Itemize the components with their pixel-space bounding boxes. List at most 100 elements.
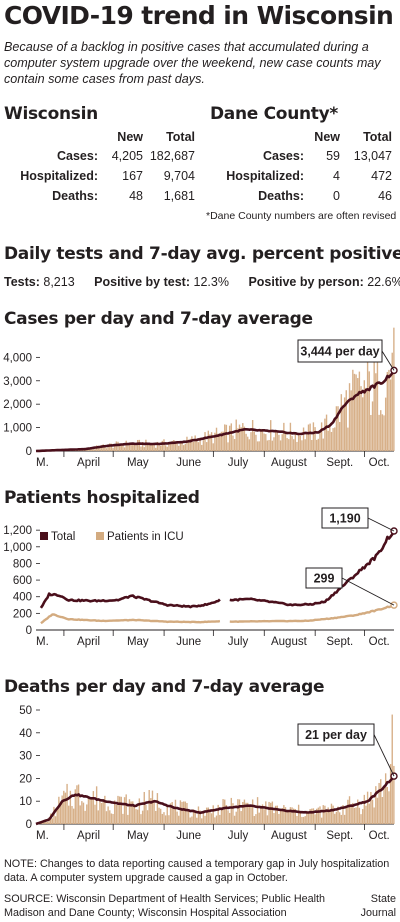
bar	[179, 800, 182, 824]
bar	[164, 445, 167, 451]
row-label: Cases:	[263, 149, 304, 163]
bar	[363, 794, 366, 824]
bar	[161, 813, 164, 824]
bar	[365, 387, 367, 451]
tests-value: 8,213	[43, 275, 75, 289]
bar	[235, 419, 237, 451]
bar	[107, 445, 109, 451]
bar	[373, 354, 375, 451]
bar	[210, 432, 213, 451]
bar	[307, 811, 310, 824]
bar	[391, 714, 393, 824]
bar	[248, 439, 251, 451]
x-tick-label: August	[271, 636, 308, 648]
bar	[317, 438, 320, 451]
bar	[155, 810, 157, 824]
bar	[253, 431, 255, 451]
bar	[320, 817, 323, 824]
bar	[135, 445, 137, 451]
x-tick-label: July	[228, 457, 249, 469]
bar	[155, 447, 157, 451]
bar	[337, 406, 339, 451]
bar	[77, 784, 80, 824]
bar	[95, 786, 98, 824]
col-total-header: Total	[363, 129, 392, 144]
y-tick-label: 20	[19, 773, 32, 785]
bar	[148, 789, 150, 824]
bar	[332, 428, 334, 451]
x-tick-label: April	[77, 636, 100, 648]
positive-by-person-label: Positive by person:	[248, 275, 364, 289]
bar	[176, 441, 178, 451]
row-label: Hospitalized:	[226, 169, 304, 183]
bar	[366, 358, 369, 451]
bar	[291, 807, 293, 824]
legend-label-total: Total	[51, 531, 75, 543]
bar	[87, 796, 90, 824]
bar	[370, 414, 372, 451]
bar	[386, 786, 389, 824]
bar	[319, 806, 321, 824]
bar	[59, 801, 62, 824]
bar	[66, 783, 68, 824]
wisconsin-heading: Wisconsin	[4, 104, 98, 124]
row-new: 59	[326, 149, 340, 163]
bar	[271, 440, 274, 451]
y-tick-label: 0	[26, 625, 32, 637]
bar	[225, 424, 228, 451]
y-tick-label: 1,000	[3, 423, 32, 435]
bar	[248, 806, 251, 824]
bar	[311, 439, 313, 451]
bar	[293, 439, 295, 451]
bar	[178, 445, 180, 451]
cases-chart-title: Cases per day and 7-day average	[4, 309, 313, 329]
bar	[120, 796, 122, 824]
bar	[296, 815, 298, 824]
dane-table: New Total Cases: 59 13,047 Hospitalized:…	[212, 128, 392, 206]
bar	[181, 440, 183, 451]
bar	[168, 442, 170, 451]
bar	[279, 440, 282, 451]
bar	[242, 801, 244, 824]
bar	[258, 812, 260, 824]
bar	[255, 814, 257, 824]
bar	[245, 802, 247, 824]
bar	[128, 445, 131, 451]
bar	[315, 808, 318, 824]
bar	[237, 799, 239, 824]
bar	[123, 447, 126, 451]
bar	[164, 815, 167, 824]
bar	[357, 799, 359, 824]
bar	[105, 811, 108, 824]
bar	[348, 796, 351, 824]
bar	[329, 425, 331, 451]
bar	[256, 797, 259, 824]
bar	[141, 442, 144, 451]
x-tick-label: Oct.	[369, 457, 390, 469]
cases-chart: 0 1,000 2,000 3,000 4,000 M. April May June July A…	[3, 327, 398, 469]
bar	[158, 445, 160, 451]
bar	[347, 799, 349, 824]
bar	[294, 432, 297, 451]
icu-callout-label: 299	[314, 572, 335, 586]
bar	[232, 803, 234, 824]
x-tick-label: April	[77, 457, 100, 469]
bar	[273, 437, 275, 451]
bar	[128, 799, 131, 824]
bar	[311, 808, 313, 824]
bar	[199, 810, 201, 824]
bar	[276, 805, 278, 824]
bar	[64, 792, 67, 824]
bar	[191, 816, 193, 824]
bar	[358, 807, 361, 824]
bar	[373, 807, 375, 824]
y-tick-label: 1,000	[3, 542, 32, 554]
bar	[263, 809, 265, 824]
bar	[178, 815, 180, 824]
bar	[314, 814, 316, 824]
bar	[145, 439, 147, 451]
x-tick-label: August	[271, 457, 308, 469]
bar	[283, 805, 285, 824]
bar	[118, 444, 121, 451]
bar	[306, 810, 308, 824]
